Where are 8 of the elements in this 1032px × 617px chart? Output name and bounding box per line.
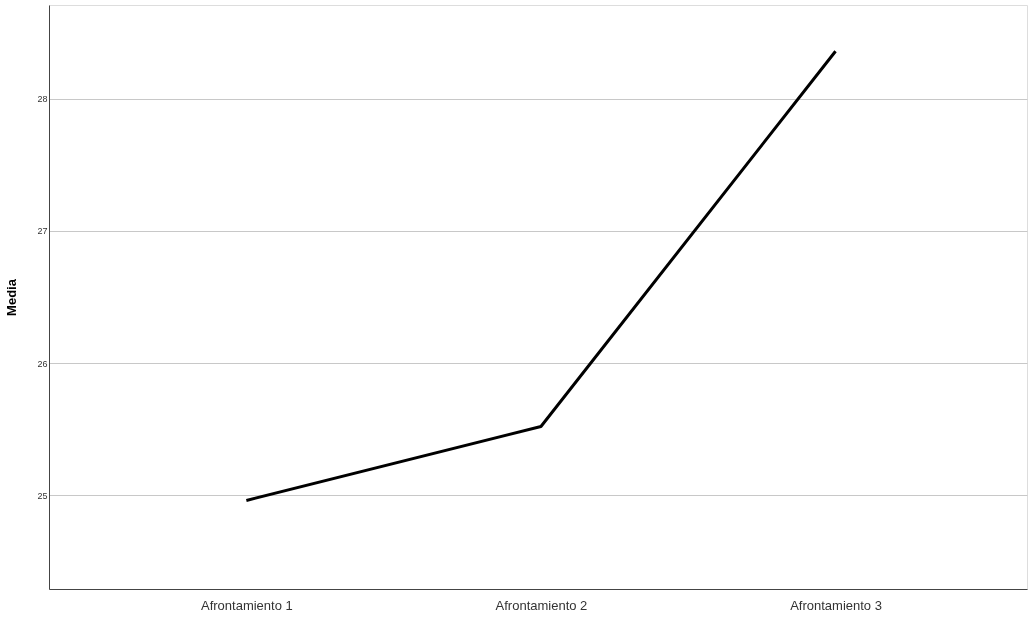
y-axis-title: Media <box>4 278 20 316</box>
x-tick-label: Afrontamiento 3 <box>790 597 882 613</box>
y-tick-label: 25 <box>37 490 48 501</box>
x-tick-label: Afrontamiento 1 <box>200 597 293 613</box>
y-tick-label: 28 <box>37 94 48 105</box>
y-tick-label: 27 <box>37 226 48 237</box>
y-tick-label: 26 <box>37 358 48 369</box>
x-tick-label: Afrontamiento 2 <box>495 597 588 613</box>
